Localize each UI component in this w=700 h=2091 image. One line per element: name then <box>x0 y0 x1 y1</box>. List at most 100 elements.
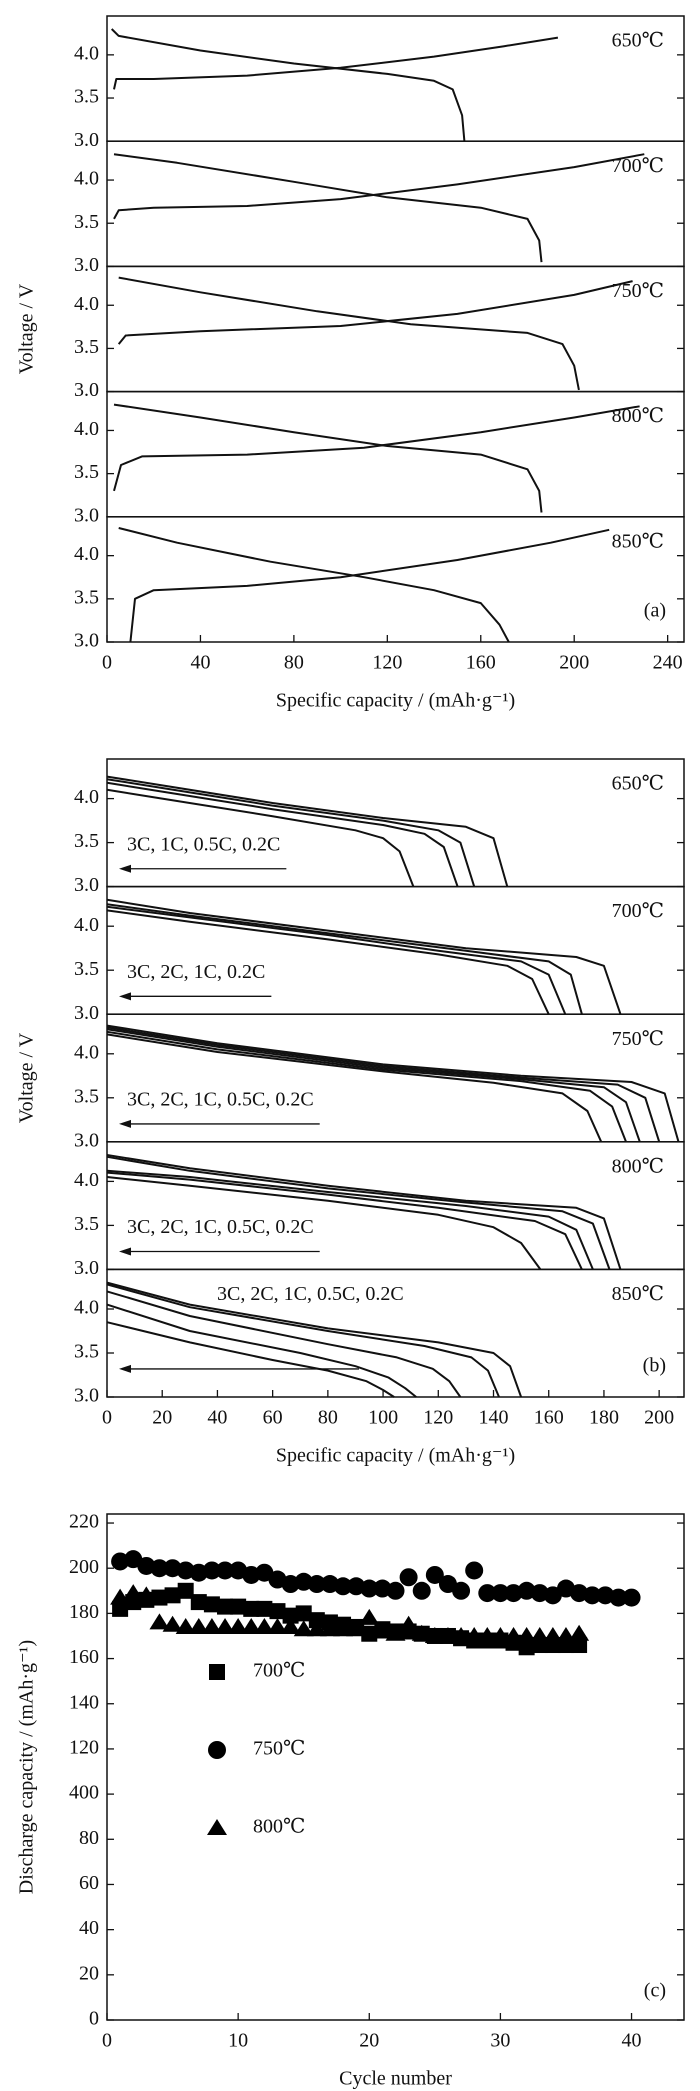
y-tick-label: 3.5 <box>74 211 99 233</box>
subplot-frame <box>106 140 685 268</box>
curve <box>106 1024 680 1143</box>
marker-triangle <box>437 1626 458 1643</box>
marker-triangle <box>346 1620 367 1637</box>
marker-triangle <box>333 1620 354 1637</box>
x-tick-label: 40 <box>622 2030 642 2052</box>
y-tick-label: 3.5 <box>74 1085 99 1107</box>
rate-annotation: 3C, 2C, 1C, 0.5C, 0.2C <box>127 1089 314 1111</box>
marker-triangle <box>411 1624 432 1641</box>
curve <box>106 1030 627 1143</box>
marker-circle <box>609 1588 628 1607</box>
curve <box>106 1169 594 1270</box>
legend-label: 700℃ <box>253 1660 305 1682</box>
marker-square <box>243 1600 260 1617</box>
marker-square <box>256 1600 273 1617</box>
subplot-frame <box>106 516 685 643</box>
temperature-label: 750℃ <box>612 280 664 302</box>
marker-circle <box>202 1561 221 1580</box>
x-tick-label: 0 <box>102 2030 112 2052</box>
subplot-frame <box>106 1141 685 1271</box>
marker-square <box>164 1587 181 1604</box>
marker-square <box>203 1596 220 1613</box>
y-tick-label: 3.5 <box>74 958 99 980</box>
curve <box>106 778 476 887</box>
y-tick-label: 200 <box>69 1556 99 1578</box>
curve <box>106 903 583 1015</box>
y-tick-label: 20 <box>79 1962 99 1984</box>
curve <box>118 276 580 391</box>
curve <box>106 781 459 887</box>
marker-square <box>230 1598 247 1615</box>
y-tick-label: 0 <box>89 2008 99 2030</box>
y-tick-label: 40 <box>79 1917 99 1939</box>
curve <box>113 405 640 492</box>
temperature-label: 650℃ <box>612 773 664 795</box>
rate-annotation: 3C, 2C, 1C, 0.2C <box>127 961 265 983</box>
marker-triangle <box>503 1626 524 1643</box>
marker-triangle <box>136 1586 157 1603</box>
x-tick-label: 180 <box>589 1407 619 1429</box>
marker-triangle <box>424 1626 445 1643</box>
marker-triangle <box>123 1584 144 1601</box>
marker-circle <box>386 1581 405 1600</box>
marker-circle <box>412 1581 431 1600</box>
marker-triangle <box>267 1617 288 1634</box>
rate-annotation: 3C, 2C, 1C, 0.5C, 0.2C <box>127 1216 314 1238</box>
curve <box>129 528 610 643</box>
y-tick-label: 3.0 <box>74 1257 99 1279</box>
rate-annotation: 3C, 2C, 1C, 0.5C, 0.2C <box>217 1283 404 1305</box>
y-tick-label: 160 <box>69 1646 99 1668</box>
y-tick-label: 4.0 <box>74 1297 99 1319</box>
marker-triangle <box>280 1617 301 1634</box>
curve <box>106 1033 603 1143</box>
y-tick-label: 3.5 <box>74 461 99 483</box>
x-tick-label: 30 <box>490 2030 510 2052</box>
curve <box>106 1171 583 1270</box>
rate-annotation: 3C, 1C, 0.5C, 0.2C <box>127 833 280 855</box>
x-tick-label: 40 <box>190 652 210 674</box>
marker-triangle <box>228 1617 249 1634</box>
marker-triangle <box>451 1626 472 1643</box>
marker-square <box>177 1582 194 1599</box>
marker-square <box>295 1605 312 1622</box>
x-tick-label: 40 <box>207 1407 227 1429</box>
x-axis-label: Specific capacity / (mAh·g⁻¹) <box>276 690 515 712</box>
x-tick-label: 100 <box>368 1407 398 1429</box>
curve <box>106 1283 500 1398</box>
arrow-head <box>119 1247 131 1256</box>
marker-circle <box>425 1565 444 1584</box>
marker-triangle <box>477 1626 498 1643</box>
y-tick-label: 3.5 <box>74 1213 99 1235</box>
panel-label: (c) <box>644 1980 666 2002</box>
y-tick-label: 3.5 <box>74 86 99 108</box>
y-tick-label: 4.0 <box>74 168 99 190</box>
y-tick-label: 180 <box>69 1601 99 1623</box>
legend-marker <box>208 1741 226 1759</box>
marker-triangle <box>372 1622 393 1639</box>
curve <box>106 1155 611 1270</box>
temperature-label: 650℃ <box>612 30 664 52</box>
x-tick-label: 10 <box>228 2030 248 2052</box>
y-tick-label: 400 <box>69 1782 99 1804</box>
marker-triangle <box>293 1620 314 1637</box>
marker-triangle <box>542 1626 563 1643</box>
marker-triangle <box>306 1620 327 1637</box>
x-tick-label: 0 <box>102 1407 112 1429</box>
marker-square <box>282 1607 299 1624</box>
marker-circle <box>216 1561 235 1580</box>
legend-label: 750℃ <box>253 1738 305 1760</box>
marker-triangle <box>241 1617 262 1634</box>
x-axis-label: Cycle number <box>339 2068 452 2090</box>
curve <box>106 1290 462 1398</box>
marker-circle <box>399 1568 418 1587</box>
y-tick-label: 4.0 <box>74 1169 99 1191</box>
curve <box>113 153 543 263</box>
y-tick-label: 4.0 <box>74 786 99 808</box>
curve <box>106 1176 542 1270</box>
y-tick-label: 4.0 <box>74 293 99 315</box>
curve <box>106 1026 661 1143</box>
y-tick-label: 120 <box>69 1737 99 1759</box>
curve <box>106 1281 523 1398</box>
x-tick-label: 80 <box>284 652 304 674</box>
x-tick-label: 200 <box>644 1407 674 1429</box>
